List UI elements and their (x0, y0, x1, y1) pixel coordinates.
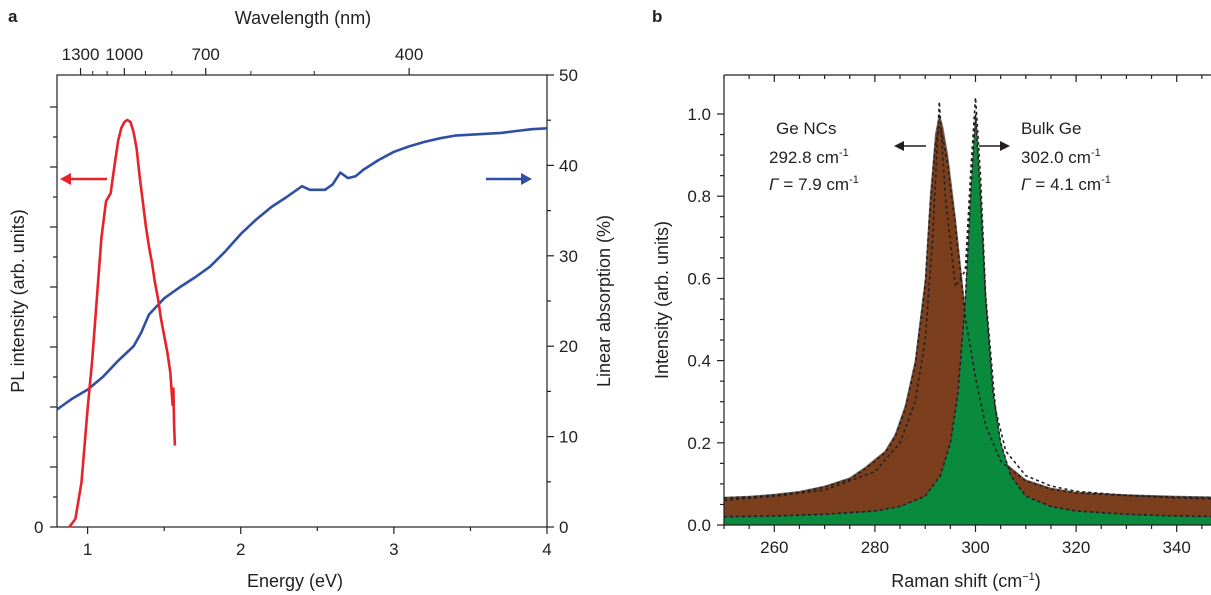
top-axis-title: Wavelength (nm) (235, 8, 371, 28)
absorption-tick-label: 50 (559, 66, 578, 85)
energy-tick-label: 2 (236, 540, 245, 559)
raman-shift-tick-label: 340 (1163, 538, 1191, 557)
intensity-axis-title: Intensity (arb. units) (652, 221, 672, 379)
energy-tick-label: 1 (83, 540, 92, 559)
intensity-tick-label: 0.0 (687, 516, 711, 535)
absorption-tick-label: 40 (559, 156, 578, 175)
ge-ncs-fit-curve (723, 126, 1211, 499)
panel-b-label: b (652, 7, 662, 26)
raman-shift-tick-label: 300 (961, 538, 989, 557)
energy-tick-labels: 1 2 3 4 (83, 540, 552, 559)
bulk-ge-peak-position: 302.0 cm-1 (1021, 147, 1101, 167)
pl-intensity-axis-title: PL intensity (arb. units) (8, 209, 28, 392)
pl-axis-arrow (60, 173, 107, 185)
ge-ncs-arrow (894, 141, 926, 151)
panel-a-ticks (50, 68, 554, 534)
absorption-tick-labels: 0 10 20 30 40 50 (559, 66, 578, 537)
pl-series-line (68, 118, 177, 528)
raman-shift-tick-labels: 260 280 300 320 340 (760, 538, 1191, 557)
raman-shift-axis-title: Raman shift (cm−1) (891, 571, 1041, 591)
absorption-series-line (56, 127, 548, 411)
bulk-ge-annotation: Bulk Ge 302.0 cm-1 Γ = 4.1 cm-1 (979, 119, 1111, 194)
bulk-ge-linewidth: Γ = 4.1 cm-1 (1021, 174, 1111, 194)
wavelength-tick-label: 400 (395, 45, 423, 64)
ge-ncs-name: Ge NCs (776, 119, 836, 138)
intensity-tick-label: 0.4 (687, 352, 711, 371)
top-axis-tick-labels: 1300 1000 700 400 (62, 45, 424, 64)
wavelength-tick-label: 1300 (62, 45, 100, 64)
intensity-tick-label: 1.0 (687, 105, 711, 124)
ge-ncs-annotation: Ge NCs 292.8 cm-1 Γ = 7.9 cm-1 (769, 119, 926, 194)
absorption-tick-label: 0 (559, 518, 568, 537)
panel-a-label: a (8, 7, 18, 26)
raman-shift-tick-label: 280 (861, 538, 889, 557)
raman-shift-tick-label: 320 (1062, 538, 1090, 557)
bulk-ge-name: Bulk Ge (1021, 119, 1081, 138)
linear-absorption-axis-title: Linear absorption (%) (594, 215, 614, 387)
left-axis-zero-label: 0 (34, 518, 43, 537)
intensity-tick-label: 0.6 (687, 269, 711, 288)
absorption-tick-label: 20 (559, 337, 578, 356)
intensity-tick-label: 0.8 (687, 187, 711, 206)
panel-b-frame (723, 74, 1211, 526)
absorption-tick-label: 30 (559, 247, 578, 266)
panel-b: b 260 280 300 320 340 0.0 0.2 0.4 0.6 0.8 1.0 Ram… (652, 7, 1211, 591)
absorption-tick-label: 10 (559, 428, 578, 447)
raman-shift-tick-label: 260 (760, 538, 788, 557)
panel-a-frame (56, 74, 548, 528)
ge-ncs-linewidth: Γ = 7.9 cm-1 (769, 174, 859, 194)
energy-axis-title: Energy (eV) (247, 571, 343, 591)
bulk-ge-fit-curve (723, 113, 1211, 518)
wavelength-tick-label: 700 (192, 45, 220, 64)
energy-tick-label: 4 (542, 540, 551, 559)
sum-fit-curve (723, 97, 1211, 502)
bulk-ge-arrow (979, 141, 1010, 151)
intensity-tick-labels: 0.0 0.2 0.4 0.6 0.8 1.0 (687, 105, 711, 535)
energy-tick-label: 3 (389, 540, 398, 559)
absorption-axis-arrow (486, 173, 532, 185)
wavelength-tick-label: 1000 (105, 45, 143, 64)
ge-ncs-peak-position: 292.8 cm-1 (769, 147, 849, 167)
intensity-tick-label: 0.2 (687, 434, 711, 453)
